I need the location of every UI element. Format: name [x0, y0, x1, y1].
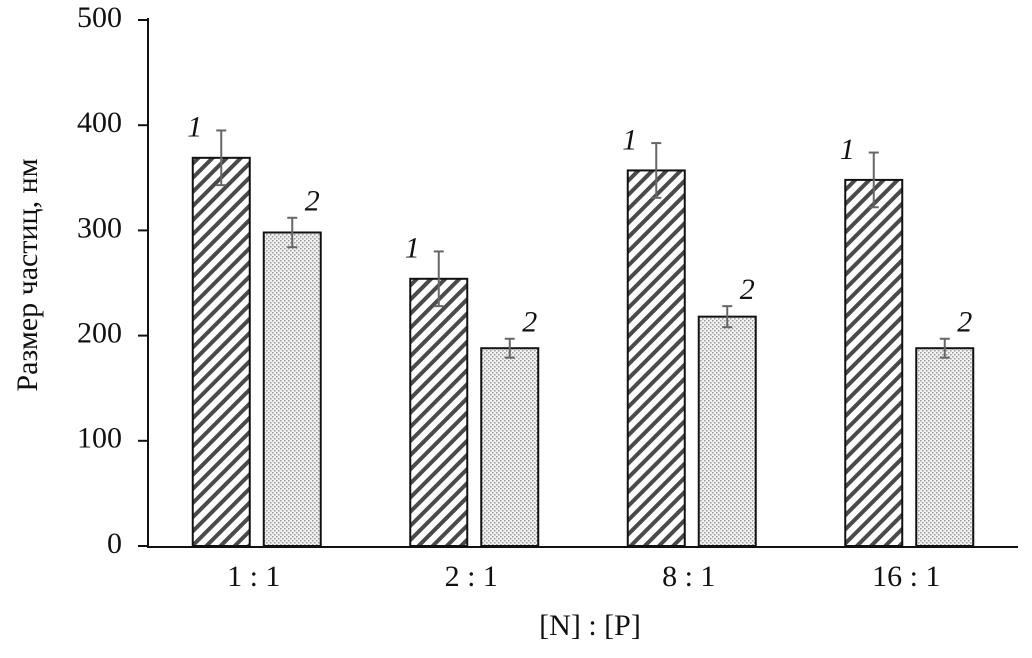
y-tick-label: 200	[77, 316, 122, 349]
y-tick-label: 400	[77, 106, 122, 139]
y-tick-label: 0	[107, 527, 122, 560]
x-tick-label: 16 : 1	[872, 560, 940, 593]
bar	[697, 315, 757, 547]
series-label: 1	[622, 123, 637, 156]
error-bar	[722, 305, 733, 329]
error-bar	[939, 337, 950, 359]
error-bar	[504, 337, 515, 359]
x-tick-label: 1 : 1	[227, 560, 280, 593]
bar	[844, 178, 904, 548]
series-label: 1	[405, 232, 420, 265]
series-label: 1	[187, 111, 202, 144]
error-bar	[433, 250, 444, 308]
x-axis-label: [N] : [P]	[539, 609, 641, 642]
y-tick-label: 100	[77, 422, 122, 455]
x-tick-label: 2 : 1	[445, 560, 498, 593]
series-label: 1	[840, 133, 855, 166]
bar	[409, 277, 469, 547]
bar	[626, 169, 686, 547]
bar	[262, 231, 322, 547]
series-label: 2	[522, 306, 537, 339]
error-bar	[216, 129, 227, 187]
series-label: 2	[740, 273, 755, 306]
y-tick-label: 500	[77, 1, 122, 34]
error-bar	[868, 151, 879, 209]
series-label: 2	[305, 185, 320, 218]
error-bar	[287, 216, 298, 249]
bar	[915, 347, 975, 547]
bar	[480, 347, 540, 547]
y-axis-label: Размер частиц, нм	[11, 158, 44, 391]
error-bar	[651, 142, 662, 199]
y-tick-label: 300	[77, 211, 122, 244]
series-label: 2	[957, 306, 972, 339]
x-tick-label: 8 : 1	[662, 560, 715, 593]
bar	[191, 156, 251, 547]
